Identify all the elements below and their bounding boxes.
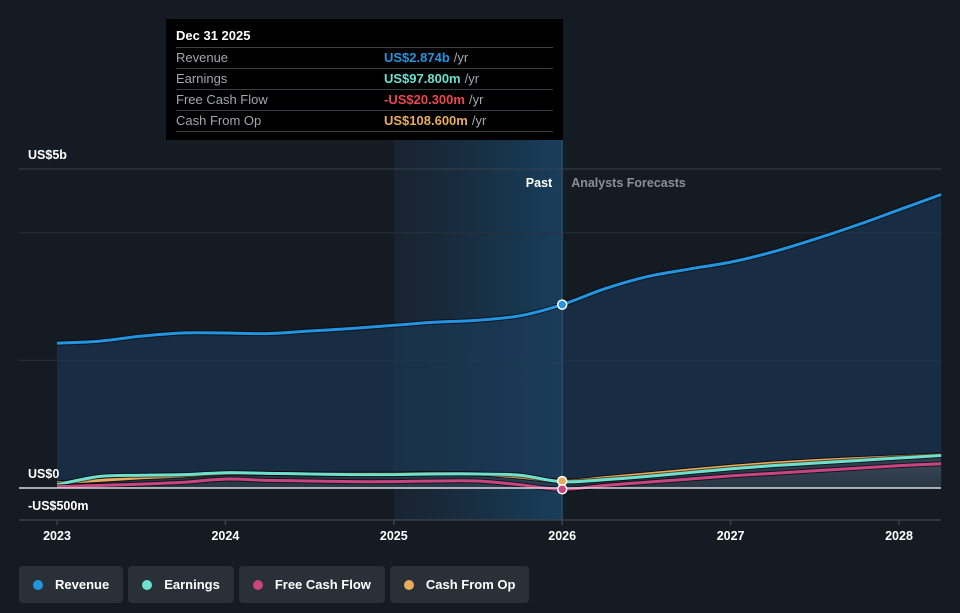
revenue-line bbox=[56, 193, 942, 345]
tooltip-unit: /yr bbox=[468, 92, 484, 107]
x-tick-label: 2028 bbox=[885, 529, 913, 543]
tooltip-label: Free Cash Flow bbox=[176, 92, 268, 107]
tooltip-value: US$2.874b bbox=[384, 50, 450, 65]
legend-item-free-cash-flow[interactable]: Free Cash Flow bbox=[238, 566, 385, 603]
x-tick-label: 2027 bbox=[717, 529, 745, 543]
tooltip-row-free-cash-flow: Free Cash Flow -US$20.300m /yr bbox=[176, 89, 553, 110]
x-axis: 2023 2024 2025 2026 2027 2028 bbox=[19, 519, 941, 543]
free-cash-flow-line bbox=[56, 462, 942, 491]
x-tick-label: 2024 bbox=[211, 529, 239, 543]
legend-item-cash-from-op[interactable]: Cash From Op bbox=[389, 566, 530, 603]
x-tick-label: 2023 bbox=[43, 529, 71, 543]
past-region-label: Past bbox=[526, 176, 553, 190]
tooltip-value: US$97.800m bbox=[384, 71, 461, 86]
legend-dot-icon bbox=[403, 579, 414, 590]
tooltip-unit: /yr bbox=[464, 71, 480, 86]
revenue-hover-marker bbox=[556, 299, 568, 310]
tooltip-row-cash-from-op: Cash From Op US$108.600m /yr bbox=[176, 110, 553, 132]
legend-item-revenue[interactable]: Revenue bbox=[19, 566, 124, 603]
hover-markers bbox=[556, 299, 568, 495]
y-tick-label: US$5b bbox=[28, 148, 67, 162]
series-lines bbox=[56, 192, 942, 492]
tooltip-value: US$108.600m bbox=[384, 113, 468, 128]
legend-label: Cash From Op bbox=[425, 577, 516, 592]
tooltip-row-revenue: Revenue US$2.874b /yr bbox=[176, 47, 553, 68]
tooltip-label: Earnings bbox=[176, 71, 228, 86]
y-axis-labels: US$5b US$0 -US$500m bbox=[28, 148, 88, 513]
tooltip-label: Revenue bbox=[176, 50, 229, 65]
tooltip-unit: /yr bbox=[471, 113, 487, 128]
x-tick-label: 2026 bbox=[548, 529, 576, 543]
tooltip-label: Cash From Op bbox=[176, 113, 262, 128]
tooltip-value: -US$20.300m bbox=[384, 92, 465, 107]
free-cash-flow-hover-marker bbox=[556, 484, 568, 495]
tooltip-row-earnings: Earnings US$97.800m /yr bbox=[176, 68, 553, 89]
earnings-line bbox=[56, 453, 942, 487]
forecast-region-label: Analysts Forecasts bbox=[571, 176, 686, 190]
y-tick-label: US$0 bbox=[28, 467, 59, 481]
y-tick-label: -US$500m bbox=[28, 499, 88, 513]
legend-label: Free Cash Flow bbox=[274, 577, 371, 592]
legend-dot-icon bbox=[142, 579, 153, 590]
hover-tooltip: Dec 31 2025 Revenue US$2.874b /yr Earnin… bbox=[166, 19, 563, 140]
revenue-area bbox=[57, 194, 942, 488]
chart-legend: Revenue Earnings Free Cash Flow Cash Fro… bbox=[19, 566, 530, 603]
x-tick-label: 2025 bbox=[380, 529, 408, 543]
legend-label: Revenue bbox=[55, 577, 110, 592]
legend-dot-icon bbox=[33, 579, 43, 590]
tooltip-unit: /yr bbox=[453, 50, 469, 65]
tooltip-date: Dec 31 2025 bbox=[176, 28, 251, 43]
legend-dot-icon bbox=[252, 579, 263, 590]
legend-item-earnings[interactable]: Earnings bbox=[128, 566, 234, 603]
legend-label: Earnings bbox=[164, 577, 220, 592]
